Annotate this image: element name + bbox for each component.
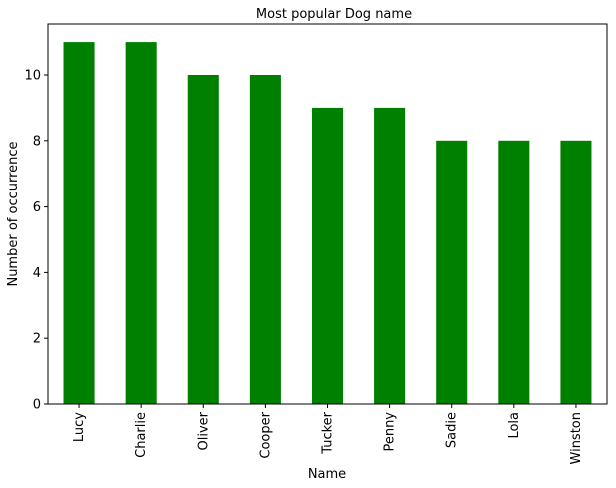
bar-penny: [374, 107, 406, 404]
y-axis-ticks: 0 2 4 6 8 10: [24, 68, 48, 413]
bar-oliver: [187, 74, 219, 405]
x-tick-label: Oliver: [196, 411, 211, 450]
x-tick-label: Cooper: [258, 411, 273, 458]
x-axis-ticks: Lucy Charlie Oliver Cooper Tucker Penny Sadie L…: [72, 404, 584, 464]
bar-cooper: [249, 74, 281, 405]
x-tick-label: Penny: [383, 412, 398, 452]
x-tick-label: Tucker: [321, 411, 336, 454]
bar-sadie: [436, 140, 468, 404]
y-tick-label: 0: [33, 398, 41, 413]
bar-tucker: [311, 107, 344, 404]
bar-charlie: [125, 42, 157, 404]
x-axis-title: Name: [308, 467, 346, 482]
bar-lola: [498, 140, 530, 404]
bar-lucy: [63, 42, 95, 404]
x-tick-label: Winston: [569, 412, 584, 464]
x-tick-label: Sadie: [445, 412, 460, 448]
y-tick-label: 10: [24, 68, 41, 83]
y-axis-title: Number of occurrence: [6, 141, 21, 286]
y-tick-label: 4: [33, 266, 41, 281]
y-tick-label: 8: [33, 134, 41, 149]
bars-group: [63, 42, 592, 405]
plot-frame: [47, 23, 608, 405]
chart-title: Most popular Dog name: [256, 7, 412, 22]
x-tick-label: Lucy: [72, 412, 87, 442]
x-tick-label: Lola: [507, 412, 522, 439]
x-tick-label: Charlie: [134, 412, 149, 458]
bar-winston: [560, 140, 592, 404]
y-tick-label: 6: [33, 200, 41, 215]
y-tick-label: 2: [33, 332, 41, 347]
